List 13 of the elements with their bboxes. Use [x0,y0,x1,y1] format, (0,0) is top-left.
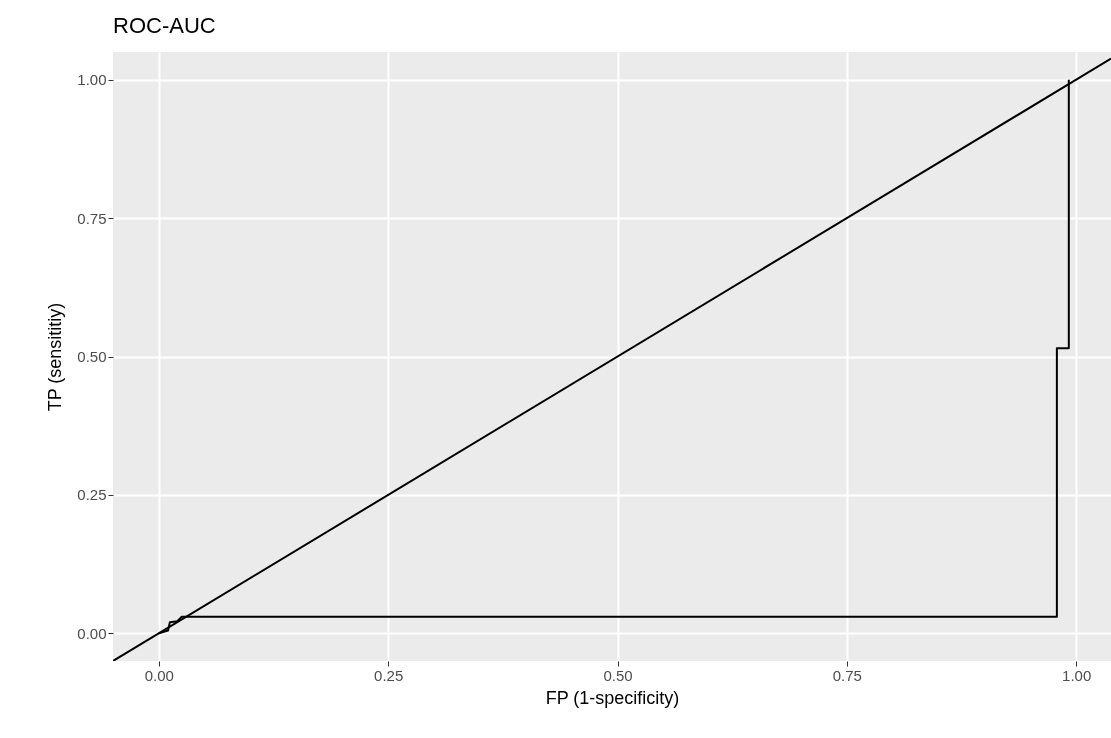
x-axis-title: FP (1-specificity) [545,687,680,708]
y-tick-label: 0.00 [77,624,107,642]
x-tick-label: 0.50 [603,666,633,684]
y-tick-label: 0.25 [77,486,107,504]
y-tick-label: 0.75 [77,209,107,227]
y-tick-label: 0.50 [77,348,107,365]
y-tick-label: 1.00 [77,71,107,89]
x-tick-label: 0.75 [832,666,862,684]
y-axis-title: TP (sensititiy) [45,302,66,412]
x-tick-label: 0.25 [374,666,404,684]
chart-title: ROC-AUC [113,13,216,38]
x-tick-label: 0.00 [144,666,174,684]
x-tick-label: 1.00 [1062,666,1092,684]
